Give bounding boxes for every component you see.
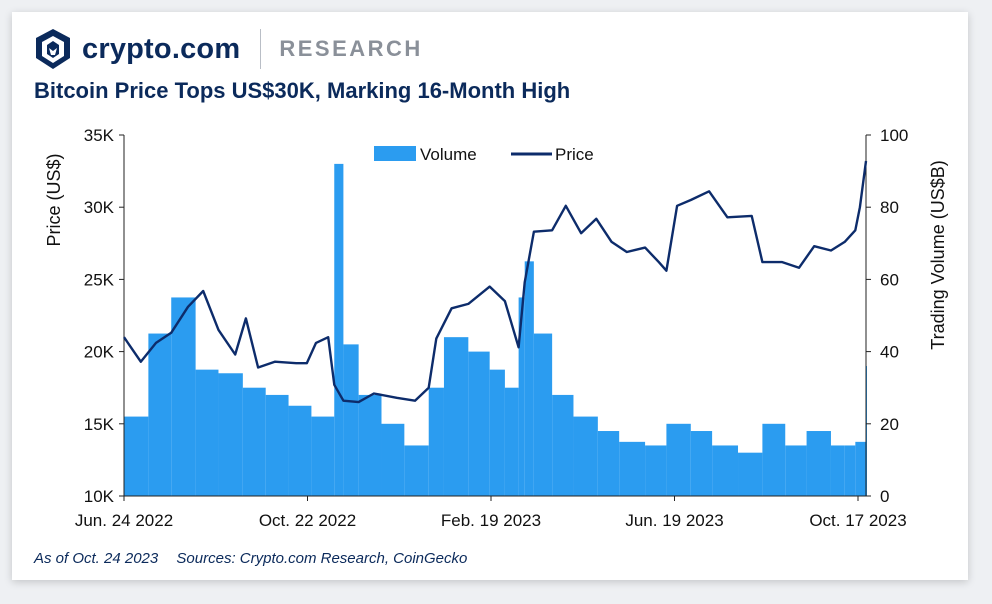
left-tick-label: 30K	[84, 198, 115, 217]
volume-bar	[489, 369, 505, 496]
volume-bar	[218, 373, 243, 496]
volume-bar	[690, 431, 713, 496]
chart-title: Bitcoin Price Tops US$30K, Marking 16-Mo…	[34, 78, 571, 103]
volume-bar	[148, 333, 172, 496]
right-axis-title: Trading Volume (US$B)	[928, 160, 948, 349]
right-tick-label: 40	[880, 343, 899, 362]
right-tick-label: 80	[880, 198, 899, 217]
x-tick-label: Oct. 17 2023	[809, 511, 906, 530]
volume-bar	[533, 333, 553, 496]
volume-bar	[242, 387, 266, 496]
legend-volume-label: Volume	[420, 145, 477, 164]
volume-bar	[358, 394, 382, 496]
volume-bar	[124, 416, 149, 496]
chart-axes	[123, 135, 867, 497]
volume-bars	[124, 163, 867, 496]
volume-bar	[171, 297, 196, 496]
right-tick-label: 60	[880, 270, 899, 289]
volume-bar	[311, 416, 335, 496]
volume-bar	[597, 431, 620, 496]
header-divider	[260, 29, 262, 69]
volume-bar	[806, 431, 831, 496]
left-tick-label: 15K	[84, 415, 115, 434]
sources-text: Sources: Crypto.com Research, CoinGecko	[176, 550, 468, 567]
volume-bar	[712, 445, 739, 496]
volume-bar	[468, 351, 490, 496]
volume-bar	[504, 387, 519, 496]
legend-volume-swatch	[374, 146, 416, 161]
volume-bar	[844, 445, 856, 496]
volume-bar	[830, 445, 845, 496]
price-line	[123, 160, 868, 404]
x-tick-label: Jun. 24 2022	[75, 511, 173, 530]
volume-bar	[288, 405, 312, 496]
volume-bar	[666, 423, 691, 496]
volume-bar	[524, 261, 534, 496]
volume-bar	[855, 441, 866, 496]
volume-bar	[645, 445, 667, 496]
left-tick-label: 25K	[84, 270, 115, 289]
volume-bar	[518, 297, 525, 496]
volume-bar	[443, 337, 469, 496]
header: crypto.com RESEARCH	[34, 28, 423, 70]
volume-bar	[619, 441, 646, 496]
footer: As of Oct. 24 2023 Sources: Crypto.com R…	[34, 550, 467, 567]
left-tick-label: 10K	[84, 487, 115, 506]
right-tick-label: 100	[880, 126, 908, 145]
as-of-date: As of Oct. 24 2023	[34, 550, 159, 567]
volume-bar	[738, 452, 763, 496]
section-label: RESEARCH	[279, 36, 423, 61]
volume-bar	[265, 394, 289, 496]
volume-bar	[195, 369, 219, 496]
legend-price-label: Price	[555, 145, 594, 164]
axis-ticks: 10K 15K 20K 25K 30K 35K 0 20 40 60 80 100 Jun. 24 20…	[75, 126, 909, 530]
x-tick-label: Oct. 22 2022	[259, 511, 356, 530]
volume-bar	[785, 445, 807, 496]
x-tick-label: Feb. 19 2023	[441, 511, 541, 530]
left-tick-label: 35K	[84, 126, 115, 145]
volume-bar	[381, 423, 405, 496]
brand-name: crypto.com	[82, 32, 241, 65]
volume-bar	[428, 387, 444, 496]
right-tick-label: 0	[880, 487, 889, 506]
volume-bar	[343, 344, 359, 496]
legend: Volume Price	[374, 145, 594, 164]
x-tick-label: Jun. 19 2023	[625, 511, 723, 530]
volume-bar	[762, 423, 786, 496]
volume-bar	[573, 416, 598, 496]
crypto-com-lion-shield-icon	[36, 29, 70, 69]
left-tick-label: 20K	[84, 343, 115, 362]
volume-bar	[404, 445, 429, 496]
right-tick-label: 20	[880, 415, 899, 434]
left-axis-title: Price (US$)	[44, 153, 64, 246]
volume-bar	[552, 394, 574, 496]
volume-bar	[334, 163, 344, 496]
